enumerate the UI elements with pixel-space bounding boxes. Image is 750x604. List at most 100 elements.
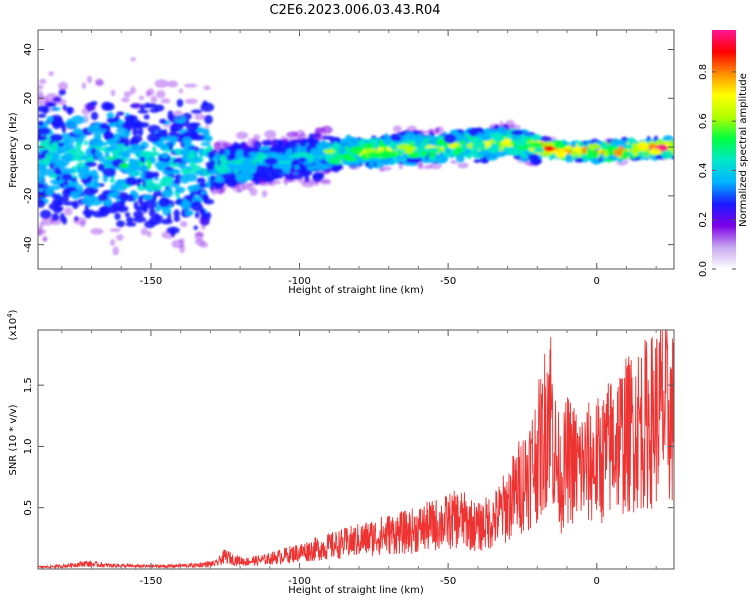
heatmap-cell: [613, 149, 622, 154]
heatmap-cell: [515, 137, 527, 147]
heatmap-cell: [209, 175, 216, 182]
heatmap-cell: [396, 143, 411, 150]
heatmap-cell: [56, 175, 61, 182]
heatmap-cell: [183, 130, 198, 138]
heatmap-cell: [261, 140, 273, 146]
heatmap-cell: [64, 207, 73, 216]
heatmap-cell: [143, 114, 150, 120]
heatmap-cell: [83, 103, 94, 109]
heatmap-cell: [543, 141, 555, 147]
heatmap-cell: [156, 90, 166, 99]
heatmap-cell: [183, 198, 188, 207]
heatmap-cell: [77, 184, 84, 194]
heatmap-cell: [417, 129, 426, 135]
heatmap-cell: [81, 199, 94, 204]
heatmap-cell: [71, 147, 83, 158]
heatmap-cell: [367, 151, 380, 157]
colorbar-tick-label: 0.6: [698, 113, 709, 129]
heatmap-cell: [224, 149, 230, 156]
heatmap-cell: [144, 199, 158, 209]
heatmap-cell: [62, 104, 67, 111]
heatmap-cell: [234, 181, 241, 189]
heatmap-cell: [544, 136, 557, 142]
y-tick-label: 0.5: [23, 500, 34, 516]
heatmap-cell: [363, 142, 374, 149]
heatmap-cell: [121, 152, 127, 159]
heatmap-cell: [83, 186, 96, 197]
heatmap-cell: [225, 177, 237, 185]
heatmap-cell: [116, 205, 129, 213]
heatmap-cell: [72, 127, 83, 136]
heatmap-cell: [208, 159, 216, 167]
heatmap-cell: [162, 170, 174, 175]
heatmap-cell: [456, 155, 465, 163]
heatmap-cell: [61, 173, 73, 181]
heatmap-cell: [241, 159, 253, 167]
heatmap-cell: [53, 140, 59, 150]
heatmap-cell: [323, 148, 335, 155]
heatmap-cell: [130, 57, 136, 62]
heatmap-cell: [216, 164, 230, 174]
heatmap-cell: [109, 239, 116, 246]
heatmap-cell: [382, 157, 391, 166]
heatmap-cell: [94, 150, 102, 159]
heatmap-cell: [178, 163, 187, 170]
heatmap-cell: [166, 226, 180, 235]
heatmap-cell: [114, 212, 121, 221]
heatmap-cell: [178, 88, 184, 94]
heatmap-cell: [387, 142, 399, 150]
heatmap-cell: [248, 152, 258, 157]
heatmap-cell: [114, 133, 120, 143]
heatmap-cell: [341, 153, 353, 161]
heatmap-cell: [38, 132, 42, 142]
heatmap-cell: [194, 211, 200, 219]
heatmap-cell: [175, 148, 181, 156]
heatmap-cell: [167, 80, 179, 88]
heatmap-cell: [212, 181, 219, 186]
heatmap-cell: [112, 185, 127, 192]
heatmap-cell: [130, 102, 143, 110]
spectrogram-frame: [37, 29, 675, 270]
heatmap-cell: [90, 228, 104, 235]
heatmap-cell: [582, 146, 587, 155]
heatmap-cell: [297, 178, 309, 184]
heatmap-cell: [81, 82, 87, 90]
heatmap-cell: [51, 213, 60, 221]
heatmap-cell: [256, 171, 270, 179]
heatmap-cell: [66, 123, 78, 128]
heatmap-cell: [202, 128, 210, 138]
heatmap-cell: [199, 207, 206, 215]
heatmap-cell: [63, 153, 74, 162]
heatmap-cell: [116, 111, 125, 116]
heatmap-cell: [554, 140, 564, 149]
heatmap-cell: [142, 194, 153, 201]
heatmap-cell: [46, 115, 53, 123]
heatmap-cell: [320, 140, 328, 151]
heatmap-cell: [99, 122, 109, 130]
heatmap-cell: [104, 150, 110, 159]
heatmap-cell: [162, 188, 174, 198]
heatmap-cell: [38, 120, 45, 127]
y-tick-label: 40: [23, 43, 34, 56]
heatmap-cell: [457, 162, 469, 169]
page-title: C2E6.2023.006.03.43.R04: [269, 3, 440, 18]
heatmap-cell: [488, 133, 500, 138]
heatmap-cell: [85, 161, 97, 167]
heatmap-cell: [402, 153, 409, 158]
heatmap-cell: [246, 146, 255, 154]
heatmap-cell: [237, 188, 242, 193]
heatmap-cell: [139, 155, 146, 164]
heatmap-cell: [110, 89, 116, 97]
heatmap-cell: [113, 153, 120, 160]
heatmap-cell: [325, 152, 333, 162]
heatmap-cell: [108, 191, 119, 197]
heatmap-cell: [92, 183, 101, 188]
y-tick-label: -40: [23, 236, 34, 252]
heatmap-cell: [478, 149, 489, 157]
heatmap-cell: [38, 163, 47, 171]
heatmap-cell: [97, 156, 106, 163]
heatmap-cell: [153, 218, 158, 225]
heatmap-cell: [407, 136, 422, 141]
heatmap-cell: [58, 81, 68, 91]
heatmap-cell: [166, 114, 174, 121]
